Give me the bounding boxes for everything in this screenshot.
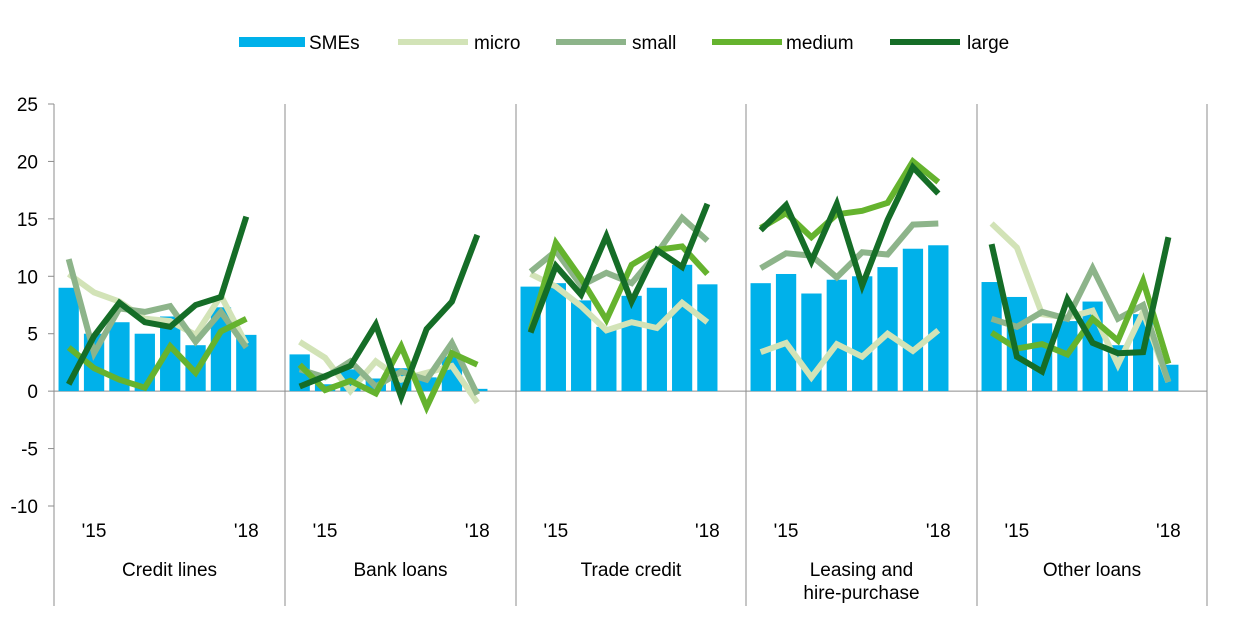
bar-smes bbox=[646, 287, 667, 392]
category-label: Credit lines bbox=[122, 560, 217, 581]
legend-item-small: small bbox=[556, 33, 676, 54]
bar-smes bbox=[981, 282, 1002, 392]
bar-smes bbox=[775, 273, 797, 392]
x-tick-label: '15 bbox=[1004, 521, 1029, 542]
bar-smes bbox=[672, 264, 693, 392]
category-label: Bank loans bbox=[353, 560, 447, 581]
bar-smes bbox=[621, 295, 642, 392]
x-tick-label: '18 bbox=[695, 521, 720, 542]
x-tick-label: '18 bbox=[926, 521, 951, 542]
x-tick-label: '15 bbox=[313, 521, 338, 542]
line-large bbox=[298, 233, 481, 406]
bar-smes bbox=[852, 276, 873, 392]
bar-smes bbox=[750, 283, 771, 392]
legend-label-medium: medium bbox=[786, 33, 854, 54]
line-small bbox=[990, 261, 1172, 383]
bar-smes bbox=[545, 283, 566, 392]
bar-smes bbox=[1032, 323, 1053, 392]
category-label: Trade credit bbox=[581, 560, 682, 581]
x-tick-label: '15 bbox=[774, 521, 799, 542]
line-small bbox=[528, 213, 710, 290]
y-tick-label: 15 bbox=[17, 210, 38, 231]
line-large bbox=[988, 236, 1172, 377]
x-tick-label: '15 bbox=[82, 521, 107, 542]
legend-label-large: large bbox=[967, 33, 1009, 54]
line-large bbox=[527, 202, 711, 334]
bar-smes bbox=[58, 287, 79, 392]
bar-smes bbox=[902, 248, 924, 392]
legend: SMEs micro small medium large bbox=[239, 33, 1009, 54]
bar-smes bbox=[928, 245, 949, 392]
y-tick-label: 10 bbox=[17, 267, 38, 288]
line-medium bbox=[989, 272, 1172, 365]
bar-smes bbox=[571, 300, 592, 392]
y-tick-label: 5 bbox=[27, 325, 38, 346]
bar-smes bbox=[826, 279, 847, 392]
y-tick-label: 20 bbox=[17, 152, 38, 173]
legend-label-smes: SMEs bbox=[309, 33, 360, 54]
x-tick-label: '18 bbox=[234, 521, 259, 542]
legend-item-micro: micro bbox=[398, 33, 520, 54]
category-label: hire-purchase bbox=[803, 583, 919, 604]
legend-swatch-smes bbox=[239, 37, 305, 47]
category-label: Other loans bbox=[1043, 560, 1141, 581]
legend-label-micro: micro bbox=[474, 33, 520, 54]
x-tick-label: '18 bbox=[1156, 521, 1181, 542]
y-tick-label: -5 bbox=[21, 440, 38, 461]
y-tick-label: 25 bbox=[17, 95, 38, 116]
bar-smes bbox=[596, 326, 617, 392]
bar-smes bbox=[877, 267, 898, 392]
y-tick-label: 0 bbox=[27, 382, 38, 403]
line-small bbox=[65, 258, 249, 362]
line-medium bbox=[527, 236, 710, 332]
line-micro bbox=[529, 271, 710, 334]
panel-credit-lines: '15 '18 Credit lines bbox=[58, 215, 259, 581]
panel-trade-credit: '15 '18 Trade credit bbox=[520, 202, 720, 581]
line-medium bbox=[66, 316, 248, 392]
y-axis: 25 20 15 10 5 0 -5 -10 bbox=[11, 95, 55, 606]
legend-item-large: large bbox=[890, 33, 1009, 54]
line-micro bbox=[66, 271, 249, 346]
bar-smes bbox=[236, 334, 257, 392]
chart-panels: '15 '18 Credit lines '15 '18 Bank loans '15 '18… bbox=[54, 104, 1208, 606]
legend-item-medium: medium bbox=[712, 33, 854, 54]
legend-label-small: small bbox=[632, 33, 676, 54]
x-tick-label: '15 bbox=[543, 521, 568, 542]
line-medium bbox=[297, 339, 479, 415]
panel-other-loans: '15 '18 Other loans bbox=[981, 221, 1181, 581]
bar-smes bbox=[109, 322, 130, 392]
line-large bbox=[758, 162, 941, 295]
line-large bbox=[66, 215, 250, 386]
line-small bbox=[759, 220, 939, 282]
bar-smes bbox=[697, 284, 718, 392]
line-micro bbox=[989, 221, 1172, 384]
line-micro bbox=[759, 327, 941, 383]
category-label: Leasing and bbox=[810, 560, 914, 581]
legend-item-smes: SMEs bbox=[239, 33, 360, 54]
bar-smes bbox=[160, 316, 181, 392]
x-tick-label: '18 bbox=[465, 521, 490, 542]
y-tick-label: -10 bbox=[11, 497, 38, 518]
panel-bank-loans: '15 '18 Bank loans bbox=[289, 233, 490, 581]
